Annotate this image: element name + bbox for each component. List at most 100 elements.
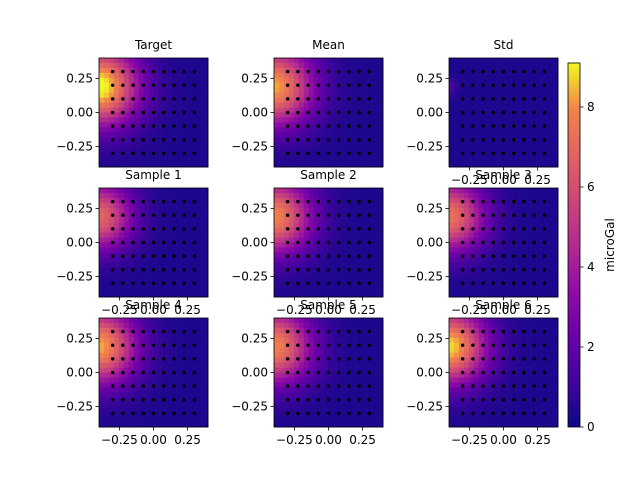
heatmap-cell [278, 267, 285, 273]
heatmap-cell [168, 222, 174, 229]
heatmap-cell [143, 117, 149, 123]
heatmap-cell [338, 127, 344, 133]
heatmap-cell [318, 227, 324, 233]
heatmap-cell [548, 257, 554, 263]
heatmap-cell [178, 222, 184, 229]
heatmap-cell [168, 232, 174, 238]
heatmap-cell [478, 72, 485, 79]
heatmap-cell [133, 58, 140, 64]
heatmap-cell [498, 142, 504, 148]
heatmap-cell [203, 207, 209, 214]
heatmap-cell [508, 97, 514, 103]
heatmap-cell [473, 222, 480, 229]
heatmap-cell [103, 347, 110, 354]
heatmap-cell [298, 97, 305, 103]
heatmap-cell [173, 72, 179, 79]
heatmap-cell [378, 352, 384, 359]
heatmap-cell [453, 72, 460, 79]
station-point [347, 370, 351, 375]
station-point [141, 281, 145, 286]
heatmap-cell [99, 147, 105, 153]
heatmap-cell [488, 97, 494, 103]
heatmap-cell [313, 122, 319, 128]
heatmap-cell [178, 62, 184, 69]
station-point [151, 254, 156, 258]
station-point [131, 124, 135, 128]
heatmap-cell [198, 407, 204, 413]
heatmap-cell [123, 127, 130, 133]
heatmap-cell [278, 217, 285, 224]
heatmap-cell [348, 207, 354, 214]
heatmap-cell [348, 327, 354, 334]
heatmap-cell [453, 382, 460, 388]
heatmap-cell [323, 127, 329, 133]
heatmap-cell [123, 247, 130, 253]
heatmap-cell [138, 87, 144, 94]
heatmap-cell [123, 87, 130, 94]
heatmap-cell [468, 202, 475, 209]
heatmap-cell [463, 217, 470, 224]
heatmap-cell [328, 102, 334, 108]
heatmap-cell [138, 377, 144, 383]
station-points [460, 329, 547, 416]
heatmap-cell [363, 262, 369, 268]
heatmap-cell [478, 322, 485, 329]
heatmap-cell [203, 217, 209, 224]
heatmap-cell [99, 337, 105, 344]
heatmap-cell [108, 347, 115, 354]
heatmap-cell [188, 347, 194, 354]
heatmap-cell [108, 412, 115, 418]
heatmap-cell [313, 382, 319, 388]
heatmap-cell [123, 207, 130, 214]
heatmap-cell [173, 232, 179, 238]
heatmap-cell [313, 272, 319, 278]
heatmap-cell [298, 237, 305, 243]
heatmap-cell [318, 197, 324, 204]
station-point [367, 227, 372, 231]
heatmap-cell [498, 82, 504, 89]
heatmap-cell [274, 367, 280, 373]
station-point [512, 151, 516, 156]
heatmap-cell [298, 72, 305, 79]
heatmap-cell [478, 242, 485, 248]
heatmap-cell [303, 207, 310, 214]
heatmap-cell [508, 137, 514, 143]
heatmap-cell [138, 137, 144, 143]
heatmap-cell [338, 377, 344, 383]
heatmap-cell [358, 382, 364, 388]
station-point [316, 138, 320, 142]
heatmap-cell [188, 137, 194, 143]
heatmap-cell [293, 382, 300, 388]
heatmap-cell [373, 67, 379, 74]
heatmap-cell [153, 357, 159, 363]
heatmap-cell [298, 67, 305, 74]
heatmap-cell [498, 367, 504, 373]
heatmap-cell [158, 97, 164, 103]
heatmap-cell [283, 162, 290, 168]
heatmap-cell [323, 147, 329, 153]
heatmap-cell [288, 62, 295, 69]
heatmap-cell [198, 142, 204, 148]
heatmap-cell [313, 82, 319, 89]
heatmap-cell [498, 107, 504, 113]
heatmap-cell [318, 327, 324, 334]
heatmap-cell [178, 337, 184, 344]
heatmap-cell [138, 127, 144, 133]
heatmap-cell [318, 357, 324, 363]
heatmap-cell [153, 207, 159, 214]
heatmap-cell [303, 337, 310, 344]
heatmap-cell [303, 257, 310, 263]
heatmap-cell [458, 407, 465, 413]
heatmap-cell [353, 257, 359, 263]
heatmap-cell [463, 112, 470, 118]
heatmap-cell [503, 387, 509, 393]
station-point [121, 411, 125, 416]
heatmap-cell [133, 352, 140, 359]
station-point [141, 357, 145, 361]
heatmap-cell [449, 67, 455, 74]
heatmap-cell [373, 387, 379, 393]
heatmap-cell [203, 252, 209, 258]
heatmap-cell [168, 227, 174, 233]
heatmap-cell [358, 397, 364, 403]
heatmap-cell [553, 217, 559, 224]
